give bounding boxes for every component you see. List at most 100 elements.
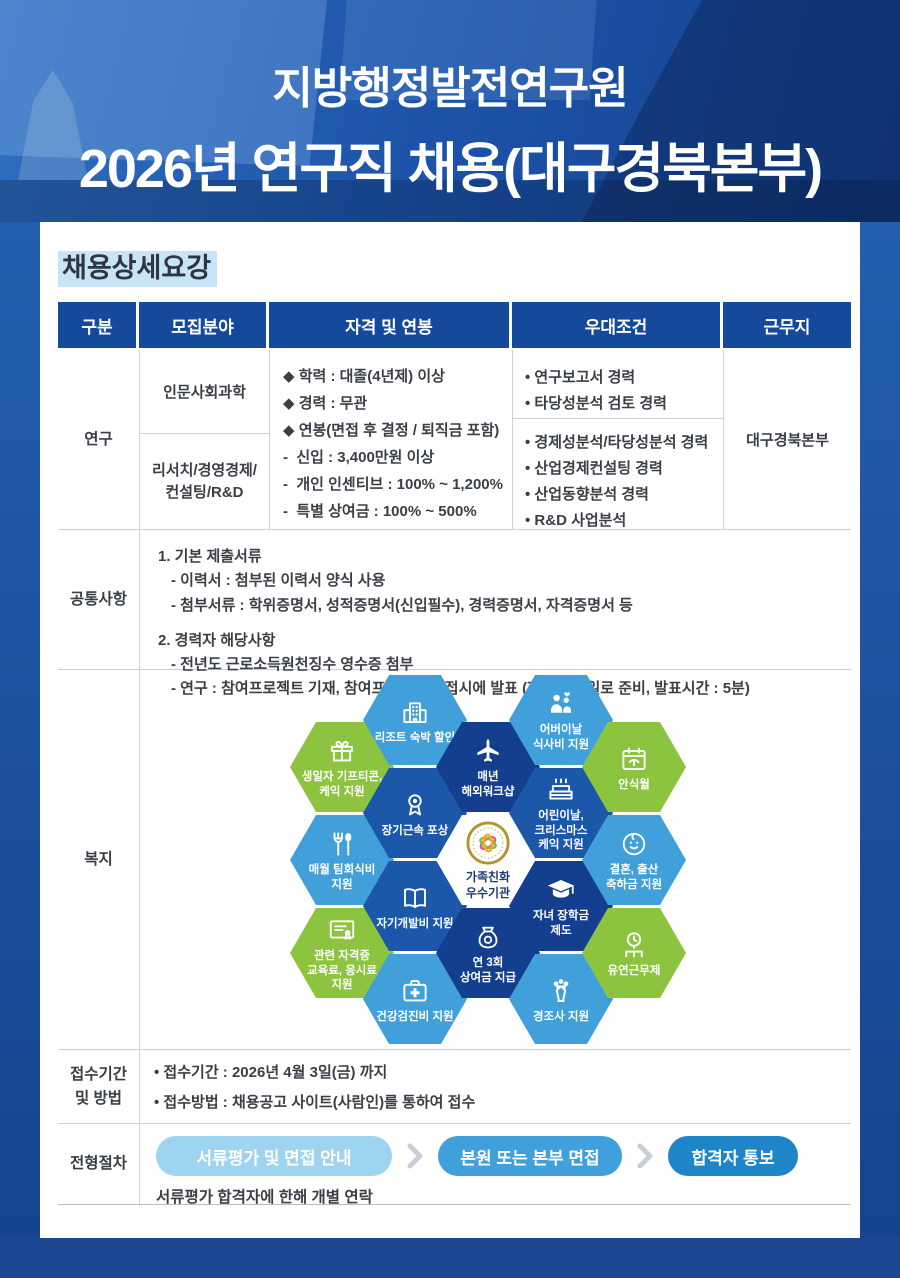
column-header-location: 근무지 bbox=[723, 302, 851, 348]
welfare-hexagon-label: 자녀 장학금 제도 bbox=[532, 910, 590, 937]
flex-time-icon bbox=[619, 928, 649, 960]
welfare-hexagon-label: 건강검진비 지원 bbox=[376, 1010, 454, 1023]
apply-deadline: 2026년 4월 3일(금) 까지 bbox=[231, 1064, 388, 1081]
first-aid-icon bbox=[400, 974, 430, 1006]
certificate-icon bbox=[327, 913, 357, 945]
field-column: 인문사회과학 리서치/경영경제/ 컨설팅/R&D bbox=[139, 350, 269, 529]
hero-banner: 지방행정발전연구원 2026년 연구직 채용(대구경북본부) bbox=[0, 0, 900, 222]
column-header-field: 모집분야 bbox=[139, 302, 269, 348]
chevron-right-icon bbox=[406, 1143, 424, 1169]
details-table: 구분 모집분야 자격 및 연봉 우대조건 근무지 연구 인문사회과학 리서치/경… bbox=[58, 302, 851, 1206]
common-item: - 연구 : 참여프로젝트 기재, 참여프로젝트 면접시에 발표 (자료는 파일… bbox=[171, 680, 750, 698]
welfare-hexagon-label: 가족친화 우수기관 bbox=[465, 870, 511, 900]
welfare-hexagon-label: 결혼, 출산 축하금 지원 bbox=[605, 864, 663, 891]
table-header-row: 구분 모집분야 자격 및 연봉 우대조건 근무지 bbox=[58, 302, 851, 348]
resort-icon bbox=[400, 695, 430, 727]
welfare-hexagon-label: 매년 해외워크샵 bbox=[461, 771, 515, 798]
qual-newhire-salary: - 신입 : 3,400만원 이상 bbox=[283, 449, 435, 466]
preferred-cell: • 연구보고서 경력 • 타당성분석 검토 경력 • 경제성분석/타당성분석 경… bbox=[512, 350, 723, 529]
table-row-common: 공통사항 1. 기본 제출서류 - 이력서 : 첨부된 이력서 양식 사용 - … bbox=[58, 530, 851, 697]
qualification-cell: ◆ 학력 : 대졸(4년제) 이상 ◆ 경력 : 무관 ◆ 연봉(면접 후 결정… bbox=[269, 350, 512, 529]
qual-salary: ◆ 연봉(면접 후 결정 / 퇴직금 포함) bbox=[283, 422, 500, 439]
process-content: 서류평가 및 면접 안내 본원 또는 본부 면접 합격자 통보 서류평가 합격자… bbox=[139, 1124, 851, 1206]
welfare-hexagon-label: 관련 자격증 교육료, 응시료 지원 bbox=[307, 949, 377, 992]
welfare-hexagon-label: 장기근속 포상 bbox=[381, 824, 449, 837]
row-label-research: 연구 bbox=[84, 430, 113, 448]
book-icon bbox=[400, 881, 430, 913]
recruitment-title: 2026년 연구직 채용(대구경북본부) bbox=[78, 139, 823, 199]
family-icon bbox=[546, 687, 576, 719]
footer-band bbox=[0, 1238, 900, 1278]
qual-education: ◆ 학력 : 대졸(4년제) 이상 bbox=[283, 368, 445, 385]
apply-period-prefix: • 접수기간 : bbox=[154, 1064, 232, 1081]
column-header-gubun: 구분 bbox=[58, 302, 139, 348]
column-header-preferred: 우대조건 bbox=[512, 302, 723, 348]
welfare-hexagon-label: 리조트 숙박 할인 bbox=[374, 731, 456, 744]
preferred-item: • 산업경제컨설팅 경력 bbox=[525, 459, 663, 477]
process-step-document-review: 서류평가 및 면접 안내 bbox=[156, 1136, 392, 1176]
bouquet-icon bbox=[546, 974, 576, 1006]
spacer bbox=[158, 618, 841, 629]
row-label-welfare: 복지 bbox=[84, 850, 113, 868]
family-seal-icon bbox=[465, 818, 511, 866]
preferred-item: • 경제성분석/타당성분석 경력 bbox=[525, 433, 709, 451]
welfare-hexagon-label: 생일자 기프티콘, 케익 지원 bbox=[301, 771, 383, 798]
qual-bonus: - 특별 상여금 : 100% ~ 500% bbox=[283, 503, 477, 520]
graduation-cap-icon bbox=[546, 873, 576, 905]
common-item: - 전년도 근로소득원천징수 영수증 첨부 bbox=[171, 656, 414, 674]
hero-titles: 지방행정발전연구원 2026년 연구직 채용(대구경북본부) bbox=[0, 52, 900, 203]
table-row-apply: 접수기간 및 방법 • 접수기간 : 2026년 4월 3일(금) 까지 • 접… bbox=[58, 1050, 851, 1124]
common-item: - 이력서 : 첨부된 이력서 양식 사용 bbox=[171, 572, 386, 590]
qual-career: ◆ 경력 : 무관 bbox=[283, 395, 368, 412]
row-label-process: 전형절차 bbox=[69, 1155, 128, 1173]
apply-method-line: • 접수방법 : 채용공고 사이트(사람인)를 통하여 접수 bbox=[154, 1094, 476, 1111]
welfare-hexagon-label: 연 3회 상여금 지급 bbox=[459, 957, 517, 984]
welfare-hexagon-label: 어린이날, 크리스마스 케익 지원 bbox=[534, 809, 588, 852]
row-label-apply: 접수기간 및 방법 bbox=[69, 1066, 128, 1107]
table-row-process: 전형절차 서류평가 및 면접 안내 본원 또는 본부 면접 합격자 통보 서류평… bbox=[58, 1124, 851, 1206]
welfare-hexagon-label: 경조사 지원 bbox=[532, 1010, 590, 1023]
field-research-consulting: 리서치/경영경제/ 컨설팅/R&D bbox=[152, 461, 257, 501]
common-content: 1. 기본 제출서류 - 이력서 : 첨부된 이력서 양식 사용 - 첨부서류 … bbox=[139, 530, 851, 697]
cutlery-icon bbox=[327, 827, 357, 859]
welfare-center-hexagon: 가족친화 우수기관 bbox=[436, 815, 540, 905]
process-step-notification: 합격자 통보 bbox=[668, 1136, 798, 1176]
row-label-common: 공통사항 bbox=[69, 590, 128, 608]
content-card: 채용상세요강 구분 모집분야 자격 및 연봉 우대조건 근무지 연구 인문사회과… bbox=[40, 222, 860, 1238]
apply-period-line: • 접수기간 : 2026년 4월 3일(금) 까지 bbox=[154, 1061, 851, 1082]
money-bag-icon bbox=[473, 920, 503, 952]
apply-content: • 접수기간 : 2026년 4월 3일(금) 까지 • 접수방법 : 채용공고… bbox=[139, 1050, 851, 1123]
process-note: 서류평가 합격자에 한해 개별 연락 bbox=[156, 1189, 373, 1206]
hero-desk-shape bbox=[0, 180, 900, 222]
preferred-item: • R&D 사업분석 bbox=[525, 512, 627, 530]
welfare-hexagon-label: 매월 팀회식비 지원 bbox=[308, 864, 376, 891]
process-steps: 서류평가 및 면접 안내 본원 또는 본부 면접 합격자 통보 bbox=[156, 1136, 851, 1176]
process-step-interview: 본원 또는 본부 면접 bbox=[438, 1136, 622, 1176]
table-row-research: 연구 인문사회과학 리서치/경영경제/ 컨설팅/R&D ◆ 학력 : 대졸(4년… bbox=[58, 350, 851, 530]
common-item: - 첨부서류 : 학위증명서, 성적증명서(신입필수), 경력증명서, 자격증명… bbox=[171, 596, 633, 614]
qual-incentive: - 개인 인센티브 : 100% ~ 1,200% bbox=[283, 476, 503, 493]
common-group2-title: 2. 경력자 해당사항 bbox=[158, 631, 276, 649]
column-header-qualification: 자격 및 연봉 bbox=[269, 302, 512, 348]
location-cell: 대구경북본부 bbox=[723, 350, 851, 529]
section-title-highlight: 채용상세요강 bbox=[58, 251, 218, 287]
calendar-icon bbox=[619, 742, 649, 774]
field-humanities: 인문사회과학 bbox=[140, 350, 269, 434]
airplane-icon bbox=[473, 734, 503, 766]
preferred-item: • 산업동향분석 경력 bbox=[525, 486, 649, 503]
preferred-bottom: • 경제성분석/타당성분석 경력 • 산업경제컨설팅 경력 • 산업동향분석 경… bbox=[513, 419, 723, 535]
gift-icon bbox=[327, 734, 357, 766]
section-title: 채용상세요강 bbox=[58, 246, 218, 287]
chevron-right-icon bbox=[636, 1143, 654, 1169]
welfare-hexagon-label: 자기개발비 지원 bbox=[376, 917, 454, 930]
preferred-item: • 타당성분석 검토 경력 bbox=[525, 395, 667, 413]
cake-icon bbox=[546, 773, 576, 805]
preferred-item: • 연구보고서 경력 bbox=[525, 369, 636, 386]
preferred-top: • 연구보고서 경력 • 타당성분석 검토 경력 bbox=[513, 350, 723, 419]
welfare-hexagon-label: 유연근무제 bbox=[607, 964, 661, 977]
baby-icon bbox=[619, 827, 649, 859]
medal-icon bbox=[400, 788, 430, 820]
